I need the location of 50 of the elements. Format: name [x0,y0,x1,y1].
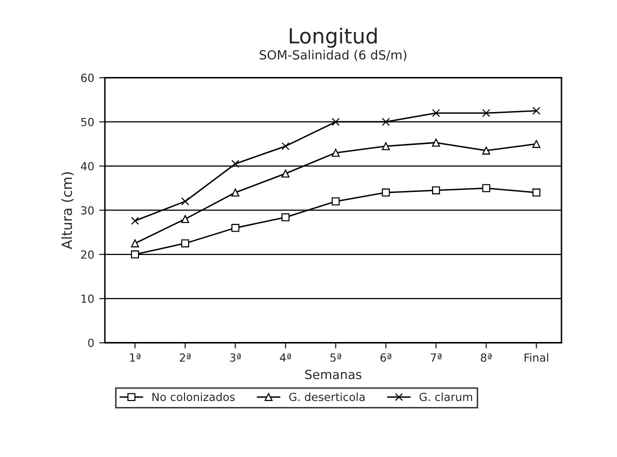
point [181,197,190,206]
point [532,106,540,115]
point [231,160,240,168]
chart-title: Longitud [290,28,377,48]
point [432,186,440,194]
x-tick-label: 4ª [280,353,291,362]
x-tick-label: 8ª [480,353,492,362]
x-tick-label: 1ª [130,353,140,362]
legend-label: No colonizados [152,392,235,402]
y-tick-label: 20 [81,250,94,259]
point [432,109,440,118]
point [282,213,290,222]
point [432,138,440,147]
y-axis-title: Altura (cm) [61,172,74,250]
x-tick-label: 3ª [230,353,241,362]
point [131,239,139,248]
y-tick-label: 0 [88,338,94,348]
point [181,215,190,224]
legend-label: G. clarum [420,392,472,402]
x-axis-title: Semanas [305,370,362,380]
point [532,188,540,197]
point [181,239,190,248]
point [482,109,490,118]
point [532,140,540,148]
legend-label: G. deserticola [289,392,365,402]
chart-subtitle: SOM-Salinidad (6 dS/m) [260,50,406,62]
point [332,197,340,206]
point [382,188,390,197]
y-tick-label: 10 [82,294,94,303]
point [332,118,340,126]
y-tick-label: 60 [81,74,94,82]
point [282,170,290,178]
point [131,250,139,258]
y-tick-label: 50 [81,118,94,126]
point [131,216,139,225]
point [382,142,390,150]
y-tick-label: 30 [81,206,94,215]
point [482,184,490,192]
point [282,142,290,150]
x-tick-label: 7ª [430,353,442,362]
point [382,118,390,126]
x-tick-label: 2ª [180,353,191,362]
point [332,148,340,157]
x-tick-label: 6ª [380,353,392,362]
point [482,146,490,155]
point [231,188,240,197]
x-tick-label: 5ª [330,353,342,362]
x-tick-label: Final [524,353,548,362]
y-tick-label: 40 [80,162,94,170]
point [231,224,240,232]
